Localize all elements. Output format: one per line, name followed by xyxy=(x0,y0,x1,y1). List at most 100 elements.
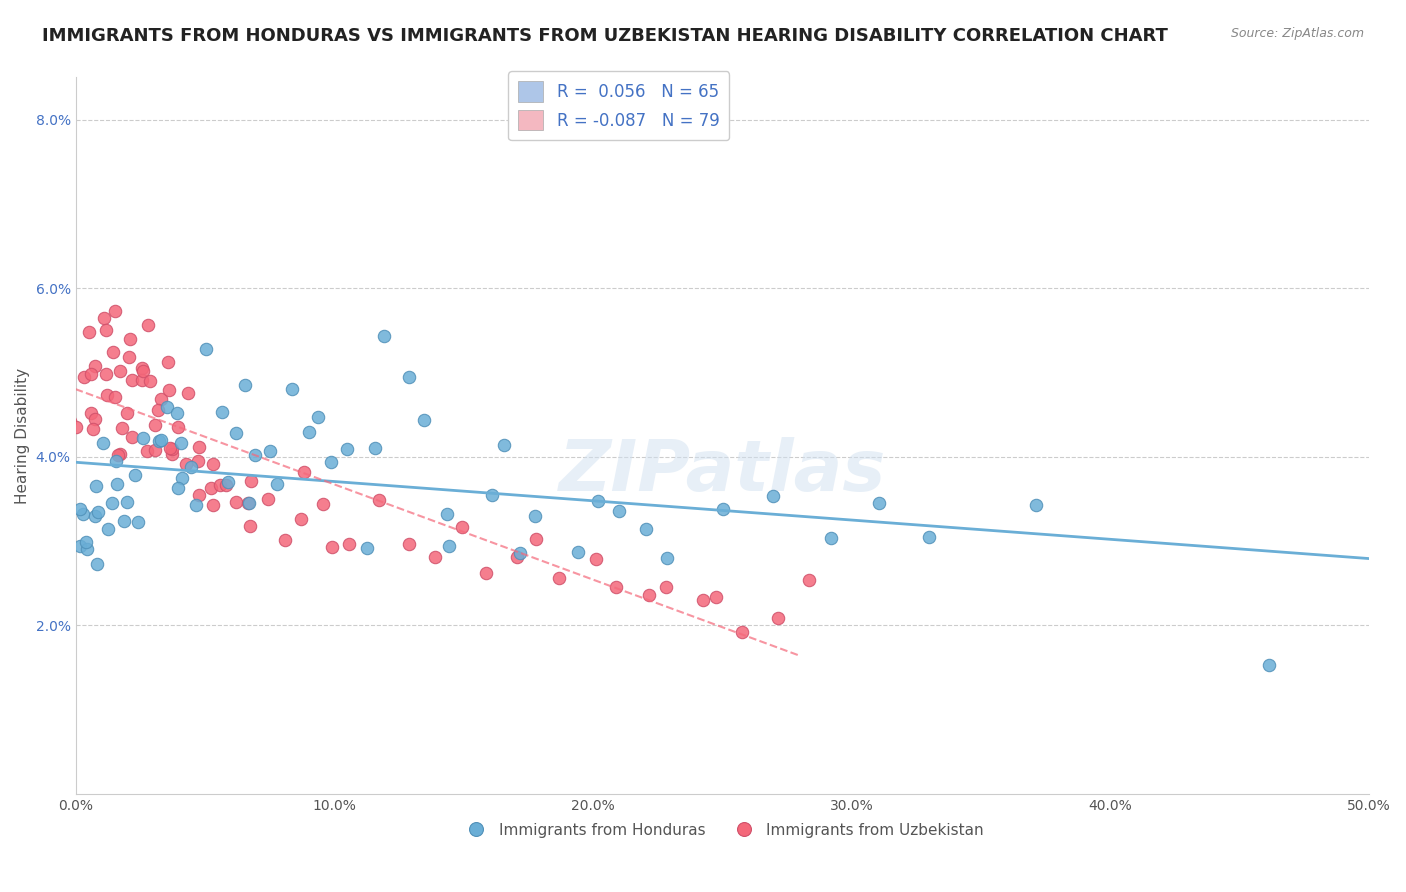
Point xyxy=(356,541,378,555)
Point xyxy=(297,425,319,440)
Point xyxy=(524,509,547,524)
Point xyxy=(290,512,312,526)
Point xyxy=(80,406,103,420)
Point xyxy=(364,441,387,455)
Point xyxy=(118,350,141,364)
Point xyxy=(139,374,162,388)
Point xyxy=(233,377,256,392)
Point xyxy=(76,542,98,557)
Point xyxy=(337,537,360,551)
Point xyxy=(336,442,359,457)
Point xyxy=(439,540,461,554)
Point xyxy=(86,557,108,571)
Point xyxy=(69,501,91,516)
Point xyxy=(121,430,143,444)
Point xyxy=(766,611,789,625)
Point xyxy=(799,573,821,587)
Point xyxy=(115,495,138,509)
Point xyxy=(104,304,127,318)
Y-axis label: Hearing Disability: Hearing Disability xyxy=(15,368,30,504)
Point xyxy=(96,323,118,337)
Point xyxy=(188,440,211,454)
Point xyxy=(245,448,267,462)
Point xyxy=(605,580,627,594)
Point xyxy=(238,496,260,510)
Point xyxy=(120,332,142,346)
Point xyxy=(368,493,391,508)
Point xyxy=(312,497,335,511)
Point xyxy=(136,318,159,332)
Point xyxy=(93,436,115,450)
Point xyxy=(80,367,103,381)
Point xyxy=(655,580,678,594)
Point xyxy=(107,476,129,491)
Point xyxy=(208,477,231,491)
Point xyxy=(704,590,727,604)
Text: Source: ZipAtlas.com: Source: ZipAtlas.com xyxy=(1230,27,1364,40)
Point xyxy=(711,502,734,516)
Point xyxy=(225,494,247,508)
Point xyxy=(195,342,218,356)
Point xyxy=(217,475,239,489)
Point xyxy=(586,494,609,508)
Point xyxy=(509,546,531,560)
Point xyxy=(143,443,166,458)
Point xyxy=(177,386,200,401)
Point xyxy=(108,446,131,460)
Point xyxy=(160,447,183,461)
Point xyxy=(524,533,547,547)
Point xyxy=(84,412,107,426)
Point xyxy=(585,552,607,566)
Point xyxy=(157,383,180,397)
Point xyxy=(184,498,207,512)
Point xyxy=(239,518,262,533)
Point xyxy=(492,438,515,452)
Point xyxy=(321,540,343,554)
Point xyxy=(868,496,890,510)
Point xyxy=(187,454,209,468)
Point xyxy=(101,345,124,359)
Point xyxy=(170,470,193,484)
Point xyxy=(167,420,190,434)
Point xyxy=(72,507,94,521)
Point xyxy=(637,588,659,602)
Point xyxy=(307,409,329,424)
Point xyxy=(692,593,714,607)
Point xyxy=(73,369,96,384)
Point xyxy=(475,566,498,581)
Point xyxy=(167,481,190,495)
Point xyxy=(547,571,569,585)
Point xyxy=(148,434,170,449)
Text: IMMIGRANTS FROM HONDURAS VS IMMIGRANTS FROM UZBEKISTAN HEARING DISABILITY CORREL: IMMIGRANTS FROM HONDURAS VS IMMIGRANTS F… xyxy=(42,27,1168,45)
Point xyxy=(607,504,630,518)
Point xyxy=(236,496,259,510)
Point xyxy=(159,441,181,455)
Point xyxy=(83,359,105,373)
Point xyxy=(214,477,236,491)
Point xyxy=(156,354,179,368)
Point xyxy=(166,406,188,420)
Point xyxy=(59,414,82,428)
Point xyxy=(655,550,678,565)
Point xyxy=(149,433,172,447)
Point xyxy=(762,489,785,503)
Point xyxy=(292,465,315,479)
Point xyxy=(97,522,120,536)
Point xyxy=(121,373,143,387)
Point xyxy=(506,550,529,565)
Point xyxy=(124,468,146,483)
Point xyxy=(731,625,754,640)
Point xyxy=(82,422,104,436)
Point xyxy=(112,514,135,528)
Point xyxy=(65,419,87,434)
Point xyxy=(111,420,134,434)
Point xyxy=(156,400,179,414)
Point xyxy=(131,373,153,387)
Point xyxy=(398,537,420,551)
Point xyxy=(413,412,436,426)
Point xyxy=(110,364,132,378)
Point xyxy=(87,505,110,519)
Point xyxy=(274,533,297,548)
Point xyxy=(450,520,472,534)
Point xyxy=(132,363,155,377)
